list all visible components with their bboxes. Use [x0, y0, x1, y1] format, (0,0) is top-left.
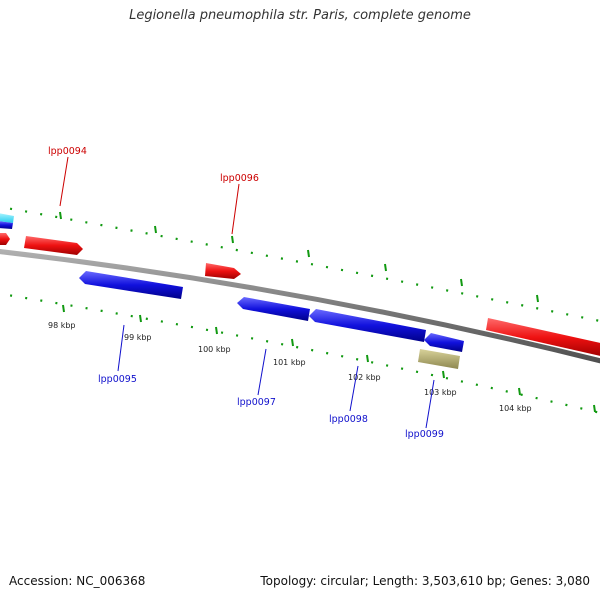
- gene-label-lpp0098: lpp0098: [329, 414, 368, 425]
- gene-label-lpp0099: lpp0099: [405, 429, 444, 440]
- forward-gene-arrow[interactable]: [0, 233, 10, 245]
- lower-major-ticks: [62, 304, 596, 413]
- reverse-genes[interactable]: [0, 213, 464, 369]
- gene-label-lpp0095: lpp0095: [98, 374, 137, 385]
- forward-gene-arrow[interactable]: [24, 236, 83, 255]
- upper-major-ticks: [59, 211, 539, 303]
- label-leader-line: [117, 324, 125, 372]
- tick-label: 101 kbp: [273, 358, 306, 367]
- label-leader-line: [349, 365, 359, 412]
- forward-gene-arrow[interactable]: [205, 263, 241, 279]
- label-leader-line: [231, 183, 240, 235]
- forward-gene-labels: lpp0094 lpp0096: [48, 146, 259, 235]
- accession-text: Accession: NC_006368: [9, 574, 146, 588]
- genome-backbone: [0, 249, 600, 364]
- reverse-gene-arrow[interactable]: [424, 333, 464, 352]
- tick-label: 98 kbp: [48, 321, 76, 330]
- tick-labels: 98 kbp 99 kbp 100 kbp 101 kbp 102 kbp 10…: [48, 321, 532, 413]
- forward-gene-arrow[interactable]: [486, 318, 600, 357]
- upper-tick-track: [0, 205, 600, 323]
- gene-label-lpp0094: lpp0094: [48, 146, 87, 157]
- reverse-gene-arrow[interactable]: [0, 221, 13, 229]
- tick-label: 102 kbp: [348, 373, 381, 382]
- reverse-gene-arrow-other[interactable]: [0, 213, 14, 223]
- tick-label: 104 kbp: [499, 404, 532, 413]
- reverse-gene-labels: lpp0095 lpp0097 lpp0098 lpp0099: [98, 324, 444, 440]
- genome-stats-text: Topology: circular; Length: 3,503,610 bp…: [260, 574, 590, 588]
- gene-label-lpp0097: lpp0097: [237, 397, 276, 408]
- tick-label: 103 kbp: [424, 388, 457, 397]
- label-leader-line: [425, 379, 435, 429]
- reverse-gene-arrow[interactable]: [309, 309, 426, 342]
- forward-genes[interactable]: [0, 233, 600, 357]
- gene-label-lpp0096: lpp0096: [220, 173, 259, 184]
- rna-feature-block[interactable]: [418, 349, 460, 369]
- tick-label: 99 kbp: [124, 333, 152, 342]
- label-leader-line: [257, 348, 267, 396]
- map-title: Legionella pneumophila str. Paris, compl…: [129, 8, 471, 23]
- lower-tick-track: [0, 292, 600, 414]
- label-leader-line: [59, 156, 69, 207]
- reverse-gene-arrow[interactable]: [237, 297, 310, 321]
- tick-label: 100 kbp: [198, 345, 231, 354]
- reverse-gene-arrow[interactable]: [79, 271, 183, 299]
